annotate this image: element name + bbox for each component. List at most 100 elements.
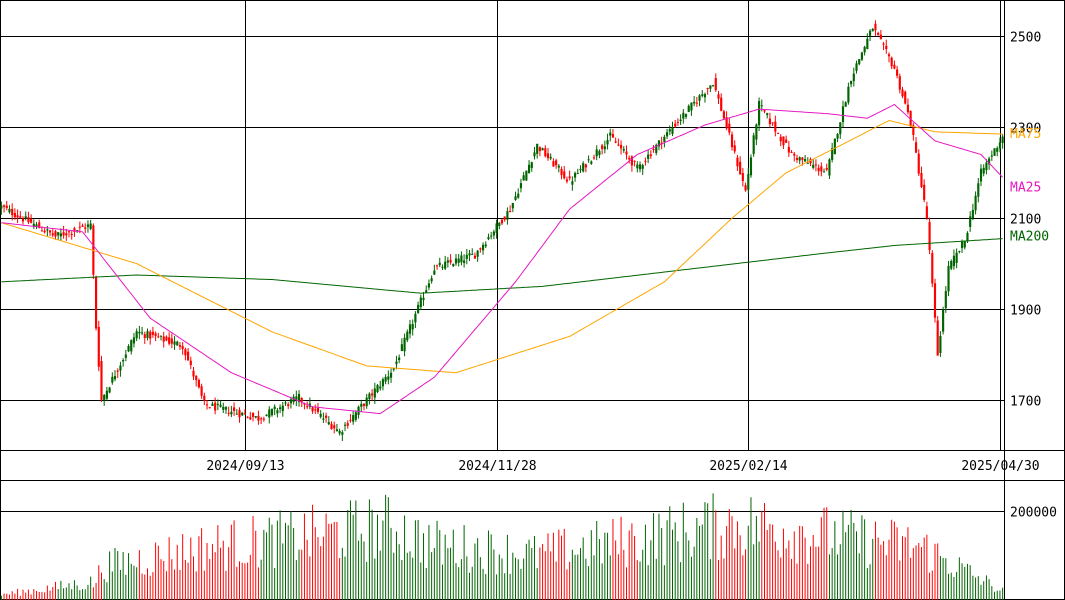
candle-down	[633, 160, 636, 162]
candle-down	[725, 117, 728, 129]
candle-up	[498, 222, 501, 227]
candle-down	[449, 259, 452, 263]
candle-down	[205, 404, 209, 406]
candle-down	[260, 418, 263, 420]
candle-up	[758, 101, 761, 126]
candle-down	[674, 123, 677, 127]
candle-up	[812, 164, 815, 168]
candle-up	[8, 208, 11, 213]
candle-up	[24, 216, 27, 219]
candle-up	[241, 412, 244, 416]
candle-up	[836, 134, 839, 139]
candle-down	[628, 158, 631, 160]
candle-down	[790, 152, 793, 154]
candle-up	[698, 95, 701, 101]
candle-down	[909, 110, 912, 126]
candle-down	[346, 423, 349, 426]
candle-up	[343, 424, 347, 426]
candle-down	[214, 402, 217, 411]
candle-down	[555, 160, 558, 166]
candle-up	[511, 202, 514, 209]
candle-down	[771, 122, 774, 124]
candle-up	[671, 127, 674, 134]
candle-up	[484, 244, 487, 247]
candle-up	[76, 230, 79, 232]
candle-down	[617, 144, 620, 146]
candle-up	[622, 149, 625, 151]
candle-up	[422, 297, 425, 301]
candle-up	[760, 105, 763, 107]
candle-up	[254, 416, 257, 418]
candle-down	[584, 164, 587, 168]
candle-up	[352, 415, 355, 422]
candle-up	[408, 324, 412, 334]
candle-up	[86, 224, 90, 227]
candle-up	[46, 229, 49, 231]
candle-down	[43, 230, 46, 233]
candle-up	[159, 335, 163, 337]
candle-down	[243, 413, 246, 415]
candle-up	[235, 413, 238, 415]
candle-up	[641, 165, 644, 169]
candle-down	[181, 346, 184, 350]
candle-down	[568, 176, 571, 179]
candle-down	[887, 54, 891, 57]
candle-up	[273, 406, 276, 410]
candle-down	[787, 146, 790, 153]
candle-down	[30, 218, 33, 223]
candle-up	[295, 396, 298, 400]
candle-up	[122, 360, 125, 362]
candle-down	[552, 161, 555, 167]
candle-up	[525, 170, 528, 181]
candle-down	[728, 123, 731, 133]
candle-down	[660, 142, 663, 144]
candle-down	[303, 403, 306, 405]
candle-down	[901, 89, 904, 97]
candle-up	[289, 399, 292, 404]
candle-up	[966, 232, 969, 242]
candle-down	[874, 23, 877, 31]
candle-down	[644, 160, 647, 162]
candle-down	[227, 412, 230, 414]
candle-up	[392, 368, 395, 370]
candle-up	[135, 331, 138, 339]
candle-down	[820, 166, 823, 172]
candle-up	[682, 112, 685, 119]
candlesticks	[0, 20, 1004, 442]
candle-down	[116, 370, 119, 372]
candle-up	[219, 404, 222, 407]
candle-up	[176, 341, 179, 346]
candle-up	[712, 85, 715, 87]
candle-down	[730, 134, 734, 148]
candle-up	[444, 261, 447, 269]
candle-down	[744, 185, 747, 191]
candle-up	[335, 429, 339, 432]
candle-up	[403, 337, 406, 352]
candle-down	[893, 64, 896, 69]
candle-down	[479, 248, 482, 250]
candle-up	[638, 164, 642, 170]
candle-down	[879, 34, 882, 40]
candle-up	[514, 196, 517, 200]
candle-down	[200, 386, 203, 396]
candle-up	[536, 143, 539, 154]
candle-up	[454, 258, 458, 264]
candle-down	[189, 360, 192, 366]
candle-down	[928, 221, 931, 250]
candle-up	[417, 304, 420, 313]
candle-up	[527, 164, 531, 174]
candle-down	[316, 407, 320, 413]
candle-up	[230, 411, 233, 415]
candle-up	[268, 409, 271, 418]
candle-up	[379, 386, 382, 389]
candle-up	[576, 173, 579, 175]
candle-down	[925, 206, 928, 219]
candle-up	[368, 393, 371, 400]
candle-down	[11, 208, 14, 216]
candle-down	[896, 69, 899, 76]
candle-down	[5, 205, 8, 209]
ma200-line	[1, 238, 1003, 294]
candle-down	[84, 227, 87, 229]
candle-down	[768, 118, 771, 125]
volume-bars	[0, 493, 1004, 600]
